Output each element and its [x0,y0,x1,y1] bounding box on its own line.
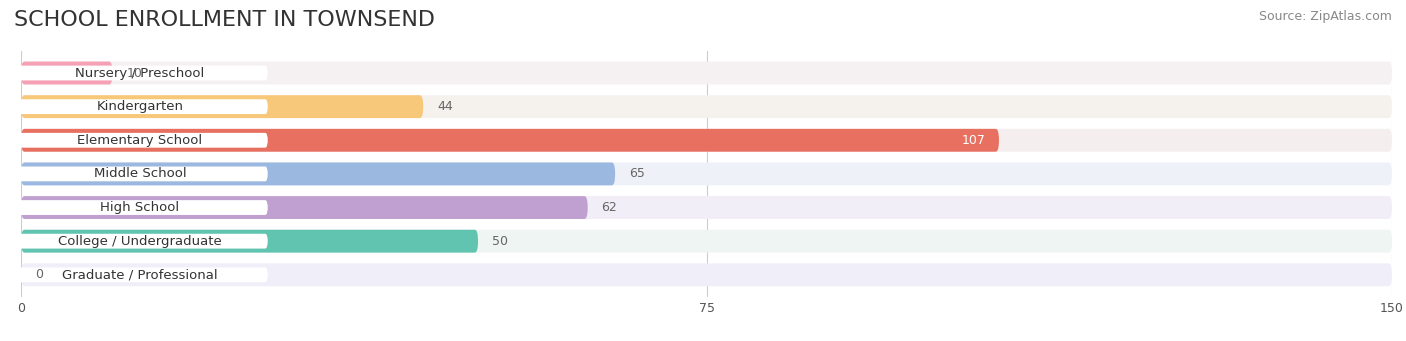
Text: Kindergarten: Kindergarten [97,100,183,113]
FancyBboxPatch shape [21,230,478,253]
FancyBboxPatch shape [11,133,269,148]
FancyBboxPatch shape [21,62,112,85]
FancyBboxPatch shape [21,62,1392,85]
Text: Graduate / Professional: Graduate / Professional [62,268,218,281]
Text: High School: High School [100,201,180,214]
Text: Middle School: Middle School [94,167,186,180]
Text: Source: ZipAtlas.com: Source: ZipAtlas.com [1258,10,1392,23]
FancyBboxPatch shape [11,234,269,249]
FancyBboxPatch shape [21,129,1392,152]
Text: College / Undergraduate: College / Undergraduate [58,235,222,248]
FancyBboxPatch shape [11,166,269,181]
Text: SCHOOL ENROLLMENT IN TOWNSEND: SCHOOL ENROLLMENT IN TOWNSEND [14,10,434,30]
FancyBboxPatch shape [21,129,1000,152]
FancyBboxPatch shape [11,267,269,282]
FancyBboxPatch shape [11,65,269,80]
Text: 62: 62 [602,201,617,214]
FancyBboxPatch shape [21,196,588,219]
FancyBboxPatch shape [21,263,1392,286]
Text: Nursery / Preschool: Nursery / Preschool [76,66,204,79]
FancyBboxPatch shape [21,230,1392,253]
FancyBboxPatch shape [11,200,269,215]
FancyBboxPatch shape [21,95,1392,118]
FancyBboxPatch shape [21,162,616,186]
FancyBboxPatch shape [21,196,1392,219]
Text: Elementary School: Elementary School [77,134,202,147]
Text: 0: 0 [35,268,42,281]
Text: 50: 50 [492,235,508,248]
Text: 10: 10 [127,66,142,79]
FancyBboxPatch shape [21,162,1392,186]
Text: 44: 44 [437,100,453,113]
Text: 65: 65 [628,167,645,180]
FancyBboxPatch shape [21,95,423,118]
Text: 107: 107 [962,134,986,147]
FancyBboxPatch shape [11,99,269,114]
